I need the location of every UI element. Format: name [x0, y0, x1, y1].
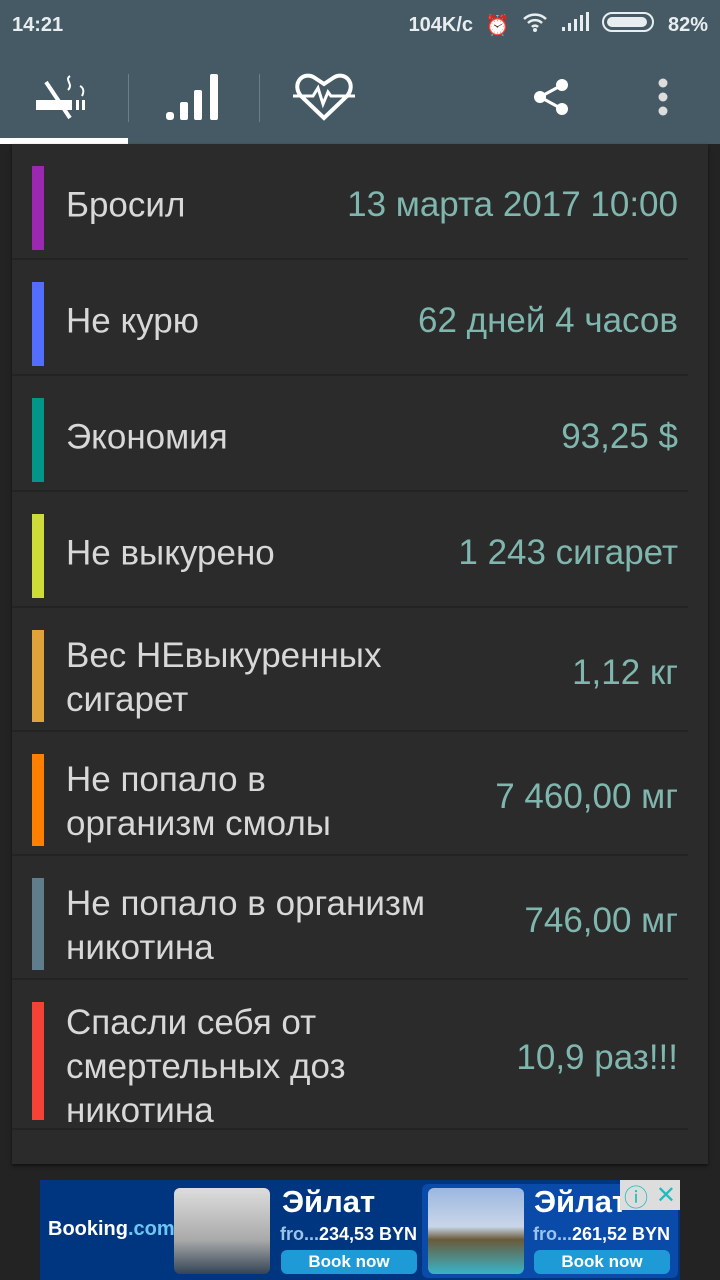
- stat-row: Бросил 13 марта 2017 10:00: [12, 144, 688, 260]
- tab-health[interactable]: [260, 50, 388, 144]
- ad-close-icon[interactable]: ✕: [655, 1181, 677, 1209]
- stat-value: 1 243 сигарет: [458, 533, 678, 572]
- color-bar: [32, 630, 44, 722]
- ad-title: Эйлат: [282, 1184, 376, 1219]
- stat-row: Спасли себя от смертельных доз никотина …: [12, 980, 688, 1130]
- ad-price: 261,52 BYN: [572, 1224, 671, 1244]
- tab-indicator: [0, 138, 128, 144]
- hotel-image: [428, 1188, 524, 1274]
- toolbar: [0, 50, 720, 144]
- stat-value: 7 460,00 мг: [495, 777, 678, 816]
- ad-price-prefix: fro...: [533, 1224, 572, 1244]
- ad-info-icon[interactable]: ⓘ: [623, 1184, 648, 1212]
- wifi-icon: [522, 11, 548, 39]
- stat-row: Не курю 62 дней 4 часов: [12, 260, 688, 376]
- booking-logo: Booking.com: [48, 1218, 175, 1240]
- stat-label: Спасли себя от смертельных доз никотина: [66, 1003, 346, 1131]
- stat-label: Не попало в организм смолы: [66, 759, 331, 843]
- color-bar: [32, 166, 44, 250]
- color-bar: [32, 514, 44, 598]
- stat-value: 1,12 кг: [572, 653, 678, 692]
- color-bar: [32, 398, 44, 482]
- stat-row: Не выкурено 1 243 сигарет: [12, 492, 688, 608]
- cell-signal-icon: [560, 12, 590, 38]
- ad-controls: ⓘ ✕: [620, 1180, 680, 1212]
- stat-label: Экономия: [66, 417, 228, 457]
- color-bar: [32, 282, 44, 366]
- stat-label: Бросил: [66, 185, 186, 225]
- stat-value: 746,00 мг: [524, 901, 678, 940]
- stat-row: Вес НЕвыкуренных сигарет 1,12 кг: [12, 608, 688, 732]
- stat-label: Вес НЕвыкуренных сигарет: [66, 635, 382, 719]
- status-bar: 14:21 104K/c ⏰ 82%: [0, 0, 720, 50]
- battery-icon: [601, 11, 656, 39]
- more-vert-icon: [658, 78, 668, 116]
- color-bar: [32, 1002, 44, 1120]
- stats-card: Бросил 13 марта 2017 10:00 Не курю 62 дн…: [12, 144, 708, 1164]
- battery-percent: 82%: [667, 13, 708, 36]
- tab-divider: [128, 74, 129, 122]
- share-button[interactable]: [522, 50, 582, 144]
- tab-divider: [259, 74, 260, 122]
- tab-quit-stats[interactable]: [0, 50, 128, 144]
- no-smoking-icon: [36, 75, 85, 120]
- stat-row: Не попало в организм никотина 746,00 мг: [12, 856, 688, 980]
- ad-price: 234,53 BYN: [319, 1224, 418, 1244]
- share-icon: [534, 79, 568, 115]
- stat-value: 93,25 $: [561, 417, 678, 456]
- stat-row: Экономия 93,25 $: [12, 376, 688, 492]
- hotel-image: [174, 1188, 270, 1274]
- heart-pulse-icon: [293, 73, 355, 121]
- book-now-button[interactable]: Book now: [281, 1250, 417, 1274]
- clock: 14:21: [12, 13, 64, 36]
- stat-row: Не попало в организм смолы 7 460,00 мг: [12, 732, 688, 856]
- more-options-button[interactable]: [640, 50, 686, 144]
- ad-price-prefix: fro...: [280, 1224, 319, 1244]
- stat-value: 62 дней 4 часов: [418, 301, 678, 340]
- stat-value: 10,9 раз!!!: [516, 1038, 678, 1077]
- stat-label: Не выкурено: [66, 533, 275, 573]
- alarm-icon: ⏰: [485, 14, 510, 37]
- tab-progress[interactable]: [130, 50, 258, 144]
- stat-value: 13 марта 2017 10:00: [347, 185, 678, 224]
- stat-label: Не попало в организм никотина: [66, 883, 426, 967]
- stat-label: Не курю: [66, 301, 199, 341]
- network-speed: 104K/c: [408, 13, 474, 36]
- book-now-button[interactable]: Book now: [534, 1250, 670, 1274]
- color-bar: [32, 878, 44, 970]
- signal-bars-icon: [166, 74, 218, 120]
- ad-title: Эйлат: [534, 1184, 628, 1219]
- color-bar: [32, 754, 44, 846]
- ad-banner[interactable]: Booking.com Эйлат fro...234,53 BYN Book …: [40, 1180, 680, 1280]
